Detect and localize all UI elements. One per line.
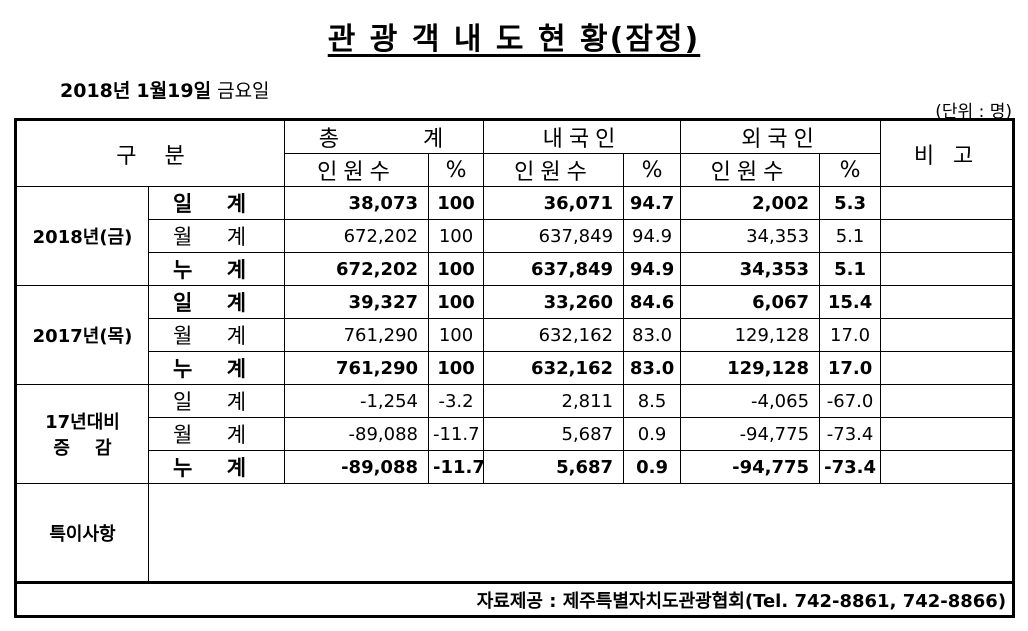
group-label-yoy-change: 17년대비 증 감 [15, 384, 149, 484]
domestic-pct: 94.9 [623, 219, 682, 253]
remarks-cell [880, 450, 1015, 484]
total-count: -1,254 [284, 384, 430, 418]
foreign-pct: -67.0 [819, 384, 882, 418]
page-title: 관 광 객 내 도 현 황(잠정) [327, 22, 701, 57]
foreign-pct: 15.4 [819, 285, 882, 319]
total-count: -89,088 [284, 417, 430, 451]
domestic-pct: 0.9 [623, 417, 682, 451]
total-pct: 100 [428, 285, 485, 319]
header-total: 총 계 [284, 119, 485, 154]
total-count: 38,073 [284, 186, 430, 220]
domestic-pct: 83.0 [623, 318, 682, 352]
group-label-line2: 증 감 [53, 438, 112, 459]
foreign-count: -94,775 [680, 417, 821, 451]
foreign-pct: 17.0 [819, 351, 882, 385]
date-month-day: 1월19일 [136, 80, 212, 102]
remarks-cell [880, 186, 1015, 220]
header-remarks: 비 고 [880, 119, 1015, 187]
domestic-count: 632,162 [483, 351, 625, 385]
foreign-pct: -73.4 [819, 450, 882, 484]
domestic-pct: 83.0 [623, 351, 682, 385]
domestic-count: 5,687 [483, 417, 625, 451]
domestic-pct: 94.9 [623, 252, 682, 286]
header-foreign-pct: % [819, 153, 882, 187]
notes-label: 특이사항 [15, 483, 149, 583]
domestic-count: 2,811 [483, 384, 625, 418]
total-count: 761,290 [284, 351, 430, 385]
domestic-count: 637,849 [483, 252, 625, 286]
total-pct: 100 [428, 318, 485, 352]
remarks-cell [880, 417, 1015, 451]
domestic-count: 5,687 [483, 450, 625, 484]
total-count: 672,202 [284, 252, 430, 286]
total-count: 39,327 [284, 285, 430, 319]
domestic-count: 632,162 [483, 318, 625, 352]
notes-content [147, 483, 1015, 583]
source-credit: 자료제공 : 제주특별자치도관광협회(Tel. 742-8861, 742-88… [14, 581, 1015, 617]
foreign-pct: 5.1 [819, 252, 882, 286]
header-domestic-pct: % [623, 153, 682, 187]
foreign-pct: 5.3 [819, 186, 882, 220]
total-count: -89,088 [284, 450, 430, 484]
foreign-count: 129,128 [680, 351, 821, 385]
report-date: 2018년 1월19일 금요일 [60, 76, 270, 103]
remarks-cell [880, 219, 1015, 253]
header-foreign-count: 인원수 [680, 153, 821, 187]
foreign-count: 34,353 [680, 252, 821, 286]
header-domestic-count: 인원수 [483, 153, 625, 187]
date-year: 2018년 [60, 80, 131, 102]
total-count: 761,290 [284, 318, 430, 352]
total-pct: 100 [428, 252, 485, 286]
remarks-cell [880, 351, 1015, 385]
total-pct: -11.7 [428, 450, 485, 484]
foreign-count: 2,002 [680, 186, 821, 220]
header-total-pct: % [428, 153, 485, 187]
header-foreign: 외국인 [680, 119, 882, 154]
header-category: 구 분 [14, 119, 286, 187]
domestic-count: 637,849 [483, 219, 625, 253]
remarks-cell [880, 384, 1015, 418]
foreign-count: -94,775 [680, 450, 821, 484]
domestic-pct: 8.5 [623, 384, 682, 418]
foreign-pct: 17.0 [819, 318, 882, 352]
foreign-count: 129,128 [680, 318, 821, 352]
date-weekday: 금요일 [217, 80, 270, 102]
total-count: 672,202 [284, 219, 430, 253]
group-label-2018: 2018년(금) [15, 186, 149, 286]
total-pct: 100 [428, 219, 485, 253]
foreign-pct: 5.1 [819, 219, 882, 253]
domestic-count: 36,071 [483, 186, 625, 220]
group-label-2017: 2017년(목) [15, 285, 149, 385]
domestic-pct: 94.7 [623, 186, 682, 220]
domestic-count: 33,260 [483, 285, 625, 319]
foreign-count: -4,065 [680, 384, 821, 418]
domestic-pct: 84.6 [623, 285, 682, 319]
total-pct: 100 [428, 351, 485, 385]
remarks-cell [880, 318, 1015, 352]
total-pct: 100 [428, 186, 485, 220]
unit-label: (단위 : 명) [935, 102, 1012, 122]
foreign-pct: -73.4 [819, 417, 882, 451]
header-total-count: 인원수 [284, 153, 430, 187]
foreign-count: 6,067 [680, 285, 821, 319]
total-pct: -3.2 [428, 384, 485, 418]
tourist-arrivals-table: 구 분 총 계 내국인 외국인 비 고 인원수 % 인원수 % 인원수 % 20… [14, 118, 1016, 618]
remarks-cell [880, 252, 1015, 286]
group-label-line1: 17년대비 [45, 412, 120, 433]
foreign-count: 34,353 [680, 219, 821, 253]
header-domestic: 내국인 [483, 119, 682, 154]
domestic-pct: 0.9 [623, 450, 682, 484]
remarks-cell [880, 285, 1015, 319]
total-pct: -11.7 [428, 417, 485, 451]
